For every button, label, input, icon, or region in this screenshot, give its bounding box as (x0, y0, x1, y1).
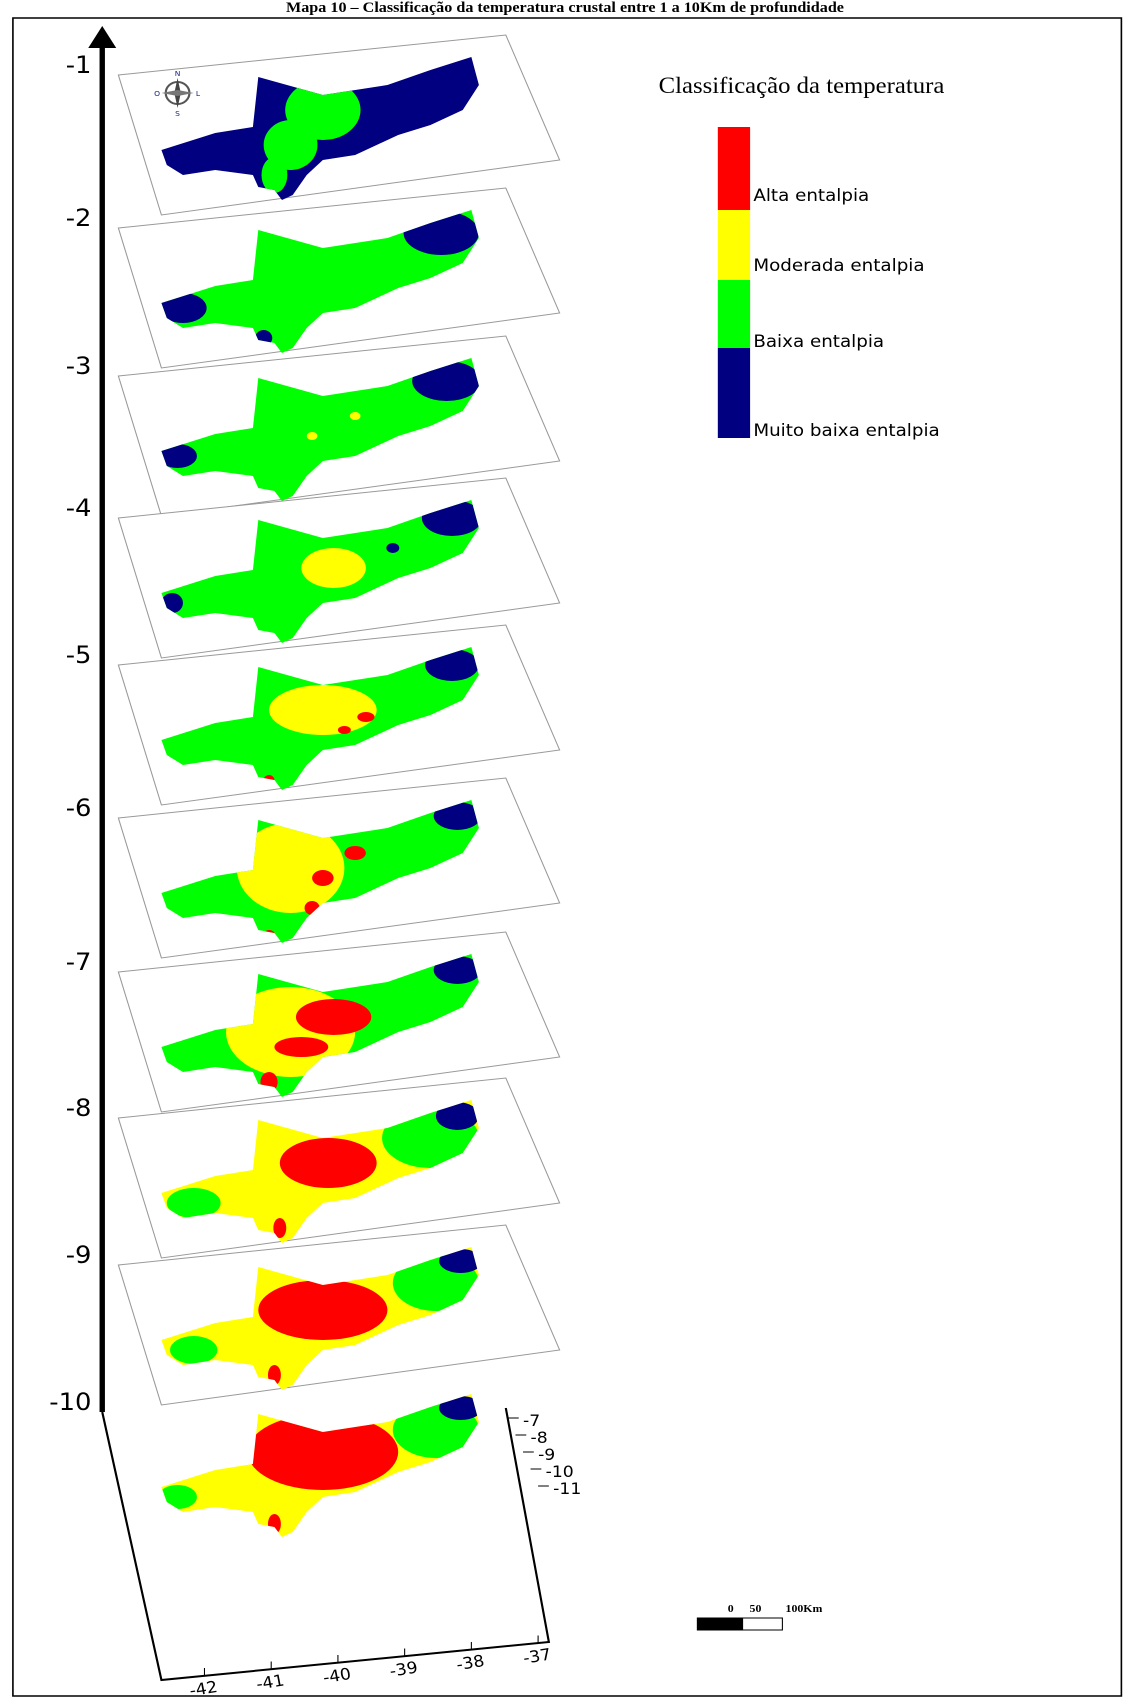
lat-label: -9 (538, 1446, 555, 1464)
legend-title: Classificação da temperatura (659, 74, 945, 99)
zone (170, 1336, 217, 1364)
zone (258, 1280, 387, 1340)
zone (262, 157, 288, 193)
legend-label: Muito baixa entalpia (753, 422, 939, 441)
zone (269, 685, 377, 735)
depth-label: -1 (66, 51, 92, 79)
zone (301, 548, 366, 588)
lat-label: -7 (523, 1412, 540, 1430)
zone (386, 543, 399, 553)
legend-swatch (718, 348, 750, 438)
lat-label: -11 (553, 1480, 581, 1498)
depth-label: -6 (66, 794, 92, 822)
compass-label: O (154, 89, 160, 98)
scale-label: 100Km (786, 1603, 823, 1615)
zone (296, 999, 371, 1035)
zone (338, 726, 351, 734)
depth-label: -2 (66, 204, 92, 232)
zone (312, 870, 334, 886)
depth-label: -4 (66, 494, 92, 522)
figure: Mapa 10 – Classificação da temperatura c… (0, 0, 1130, 1697)
scale-label: 50 (750, 1603, 762, 1615)
depth-label: -10 (49, 1388, 91, 1416)
compass-label: N (175, 69, 181, 78)
page: Mapa 10 – Classificação da temperatura c… (0, 0, 1130, 1697)
scale-white (743, 1618, 783, 1630)
scale-label: 0 (728, 1603, 734, 1615)
legend-label: Baixa entalpia (753, 333, 884, 352)
lon-label: -42 (188, 1678, 219, 1697)
depth-label: -9 (66, 1241, 92, 1269)
zone (280, 1138, 377, 1188)
depth-label: -8 (66, 1094, 92, 1122)
scale-black (697, 1618, 742, 1630)
zone (307, 432, 318, 440)
legend-label: Alta entalpia (753, 187, 869, 206)
zone (350, 412, 361, 420)
legend-swatch (718, 210, 750, 280)
lat-label: -10 (546, 1463, 574, 1481)
zone (274, 1037, 328, 1057)
lat-label: -8 (531, 1429, 548, 1447)
legend-swatch (718, 280, 750, 348)
depth-label: -7 (66, 948, 92, 976)
zone (357, 712, 374, 722)
compass-label: S (175, 109, 180, 118)
depth-label: -3 (66, 352, 92, 380)
zone (344, 846, 366, 860)
legend-swatch (718, 127, 750, 210)
title: Mapa 10 – Classificação da temperatura c… (286, 0, 844, 16)
legend-label: Moderada entalpia (753, 257, 924, 276)
depth-label: -5 (66, 641, 92, 669)
